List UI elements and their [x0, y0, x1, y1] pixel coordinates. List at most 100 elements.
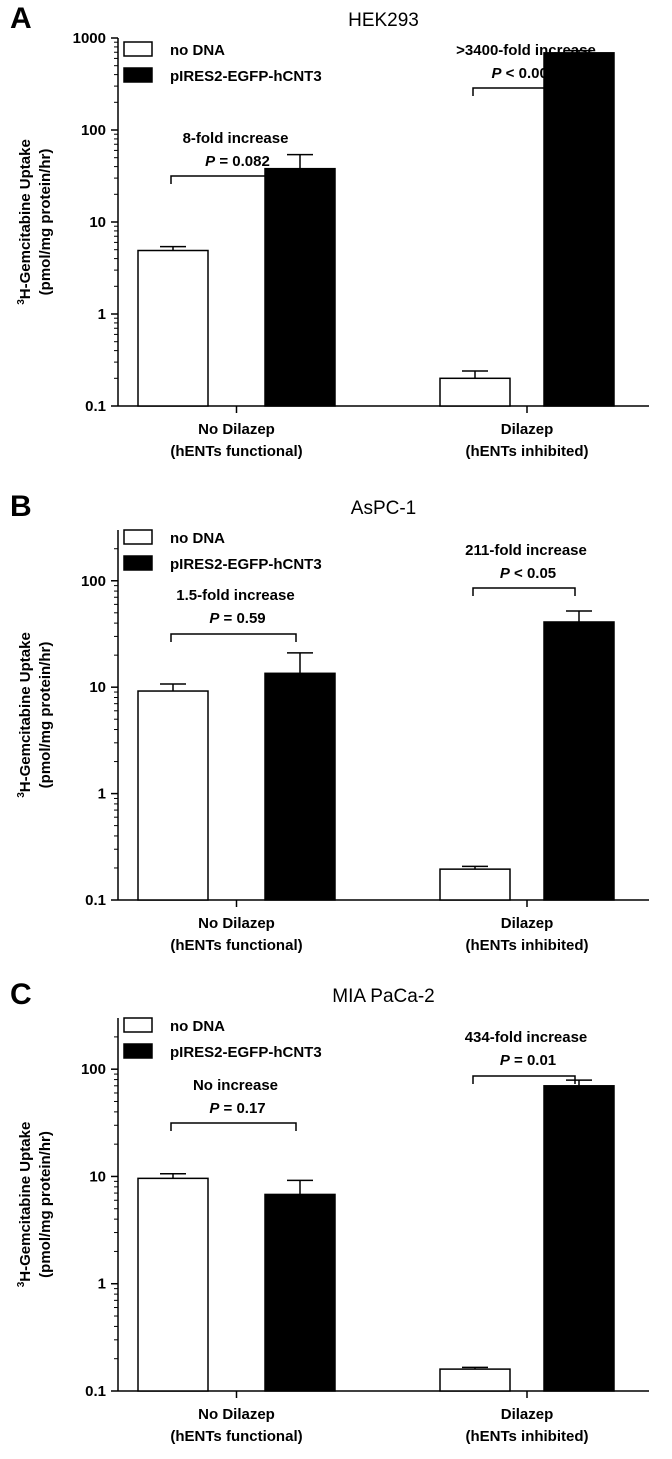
- p-value: < 0.05: [510, 565, 556, 582]
- p-symbol: P: [492, 65, 503, 82]
- x-category-label: No Dilazep: [198, 915, 275, 932]
- y-axis-label-line1: H-Gemcitabine Uptake: [17, 632, 34, 792]
- significance-bracket: [472, 587, 576, 596]
- bar: [264, 672, 336, 901]
- significance-bracket: [472, 1075, 576, 1084]
- bar: [543, 621, 615, 901]
- panel-aspc1: B AsPC-1 0.1 1 10 100 3H-Gemcitabine Uptake (p…: [0, 488, 672, 968]
- x-category-label: Dilazep: [501, 915, 554, 932]
- bar: [137, 1177, 209, 1392]
- p-symbol: P: [209, 1100, 220, 1117]
- significance-bracket: [170, 1122, 297, 1131]
- p-symbol: P: [205, 153, 216, 170]
- chart-title: HEK293: [348, 10, 419, 31]
- annotation-text: 211-fold increase: [465, 542, 587, 559]
- x-category-label: Dilazep: [501, 421, 554, 438]
- x-category-label: Dilazep: [501, 1406, 554, 1423]
- y-tick-label: 10: [89, 1168, 106, 1185]
- annotation-text: 434-fold increase: [465, 1029, 588, 1046]
- y-tick-label: 0.1: [85, 398, 106, 415]
- bar: [264, 167, 336, 407]
- significance-bracket: [472, 87, 576, 96]
- bar: [137, 690, 209, 901]
- bar: [439, 377, 511, 407]
- p-value: = 0.01: [510, 1052, 556, 1069]
- chart-aspc1: AsPC-1 0.1 1 10 100 3H-Gemcitabine Uptake (pmo…: [16, 498, 649, 954]
- y-axis-label: 3H-Gemcitabine Uptake: [16, 1122, 34, 1288]
- bar: [543, 1085, 615, 1392]
- y-axis-label-superscript: 3: [16, 1281, 27, 1287]
- annotation-text: 1.5-fold increase: [176, 587, 294, 604]
- bar: [543, 52, 615, 407]
- annotation-text: No increase: [193, 1077, 278, 1094]
- y-tick-label: 1000: [73, 30, 106, 47]
- y-axis-label-line2: (pmol/mg protein/hr): [37, 1131, 54, 1278]
- annotation-text: >3400-fold increase: [456, 42, 596, 59]
- x-category-sublabel: (hENTs inhibited): [465, 1428, 588, 1445]
- chart-mia-paca2: MIA PaCa-2 0.1 1 10 100 3H-Gemcitabine Uptake…: [16, 986, 649, 1445]
- y-tick-label: 100: [81, 573, 106, 590]
- legend-swatch: [123, 67, 153, 83]
- y-tick-label: 1: [98, 306, 106, 323]
- y-axis-label: 3H-Gemcitabine Uptake: [16, 632, 34, 798]
- legend-label: pIRES2-EGFP-hCNT3: [170, 1044, 322, 1061]
- y-axis-label-superscript: 3: [16, 792, 27, 798]
- x-category-sublabel: (hENTs functional): [170, 443, 302, 460]
- bar: [439, 1368, 511, 1392]
- y-axis-label-superscript: 3: [16, 299, 27, 305]
- y-tick-label: 10: [89, 679, 106, 696]
- x-category-sublabel: (hENTs functional): [170, 1428, 302, 1445]
- chart-hek293: HEK293 0.1 1 10 100 1000 3H-Gemcitabine Uptake…: [16, 10, 649, 460]
- legend-swatch: [123, 529, 153, 545]
- x-category-label: No Dilazep: [198, 421, 275, 438]
- significance-bracket: [170, 633, 297, 642]
- y-axis-label-line2: (pmol/mg protein/hr): [37, 149, 54, 296]
- legend-label: no DNA: [170, 530, 225, 547]
- legend-swatch: [123, 1017, 153, 1033]
- p-value-label: P = 0.082: [205, 153, 270, 170]
- panel-letter: B: [10, 490, 32, 523]
- y-axis-label-line1: H-Gemcitabine Uptake: [17, 1122, 34, 1282]
- y-tick-label: 0.1: [85, 892, 106, 909]
- y-tick-label: 10: [89, 214, 106, 231]
- p-value-label: P = 0.17: [209, 1100, 265, 1117]
- legend-swatch: [123, 41, 153, 57]
- p-symbol: P: [500, 565, 511, 582]
- x-category-sublabel: (hENTs inhibited): [465, 937, 588, 954]
- y-tick-label: 1: [98, 786, 106, 803]
- y-tick-label: 100: [81, 1061, 106, 1078]
- p-value-label: P = 0.01: [500, 1052, 556, 1069]
- p-symbol: P: [500, 1052, 511, 1069]
- bar: [264, 1193, 336, 1392]
- p-value: < 0.0001: [502, 65, 565, 82]
- p-value: = 0.59: [219, 610, 265, 627]
- annotation-text: 8-fold increase: [183, 130, 289, 147]
- bar: [137, 249, 209, 407]
- p-value-label: P = 0.59: [209, 610, 265, 627]
- x-category-label: No Dilazep: [198, 1406, 275, 1423]
- panel-letter: A: [10, 2, 32, 35]
- x-category-sublabel: (hENTs inhibited): [465, 443, 588, 460]
- y-tick-label: 100: [81, 122, 106, 139]
- p-value: = 0.17: [219, 1100, 265, 1117]
- chart-title: AsPC-1: [351, 498, 416, 519]
- panel-mia-paca2: C MIA PaCa-2 0.1 1 10 100 3H-Gemcitabine Upta…: [0, 976, 672, 1459]
- x-category-sublabel: (hENTs functional): [170, 937, 302, 954]
- legend-label: no DNA: [170, 1018, 225, 1035]
- panel-hek293: A HEK293 0.1 1 10 100 1000 3H-Gemcitabine Upta…: [0, 0, 672, 480]
- legend-label: pIRES2-EGFP-hCNT3: [170, 68, 322, 85]
- significance-bracket: [170, 175, 297, 184]
- panel-letter: C: [10, 978, 32, 1011]
- legend-label: no DNA: [170, 42, 225, 59]
- legend-swatch: [123, 555, 153, 571]
- y-tick-label: 0.1: [85, 1383, 106, 1400]
- p-value: = 0.082: [215, 153, 270, 170]
- y-axis-label-line2: (pmol/mg protein/hr): [37, 642, 54, 789]
- y-axis-label-line1: H-Gemcitabine Uptake: [17, 139, 34, 299]
- bar: [439, 868, 511, 901]
- p-symbol: P: [209, 610, 220, 627]
- legend-swatch: [123, 1043, 153, 1059]
- p-value-label: P < 0.0001: [492, 65, 565, 82]
- y-tick-label: 1: [98, 1276, 106, 1293]
- p-value-label: P < 0.05: [500, 565, 556, 582]
